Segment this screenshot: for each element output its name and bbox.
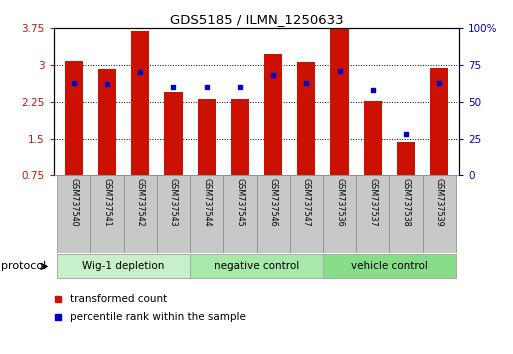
Bar (264, 54, 282, 175)
Bar (164, 92, 183, 175)
Bar (397, 142, 415, 175)
Text: GSM737546: GSM737546 (269, 178, 278, 226)
Bar (323, 175, 356, 253)
Text: vehicle control: vehicle control (351, 261, 428, 271)
Text: negative control: negative control (214, 261, 299, 271)
Text: GSM737547: GSM737547 (302, 178, 311, 226)
Bar (190, 255, 323, 278)
Bar (297, 62, 315, 175)
Bar (190, 175, 223, 253)
Bar (256, 175, 290, 253)
Bar (223, 175, 256, 253)
Bar (90, 175, 124, 253)
Text: GSM737536: GSM737536 (335, 178, 344, 226)
Text: percentile rank within the sample: percentile rank within the sample (70, 312, 246, 322)
Text: protocol: protocol (1, 261, 46, 272)
Bar (290, 175, 323, 253)
Text: GSM737545: GSM737545 (235, 178, 244, 226)
Bar (364, 101, 382, 175)
Text: transformed count: transformed count (70, 293, 167, 304)
Text: GSM737542: GSM737542 (136, 178, 145, 226)
Bar (65, 61, 83, 175)
Bar (157, 175, 190, 253)
Bar (323, 255, 456, 278)
Bar (389, 175, 423, 253)
Text: GSM737543: GSM737543 (169, 178, 178, 226)
Title: GDS5185 / ILMN_1250633: GDS5185 / ILMN_1250633 (170, 13, 343, 26)
Text: GSM737540: GSM737540 (69, 178, 78, 226)
Text: GSM737539: GSM737539 (435, 178, 444, 226)
Bar (98, 69, 116, 175)
Text: Wig-1 depletion: Wig-1 depletion (83, 261, 165, 271)
Text: GSM737538: GSM737538 (402, 178, 410, 226)
Bar (198, 99, 216, 175)
Bar (131, 31, 149, 175)
Bar (356, 175, 389, 253)
Text: GSM737537: GSM737537 (368, 178, 377, 226)
Bar (57, 175, 90, 253)
Bar (231, 99, 249, 175)
Bar (423, 175, 456, 253)
Text: GSM737544: GSM737544 (202, 178, 211, 226)
Bar (124, 175, 157, 253)
Bar (430, 68, 448, 175)
Text: GSM737541: GSM737541 (103, 178, 111, 226)
Bar (57, 255, 190, 278)
Bar (330, 29, 349, 175)
